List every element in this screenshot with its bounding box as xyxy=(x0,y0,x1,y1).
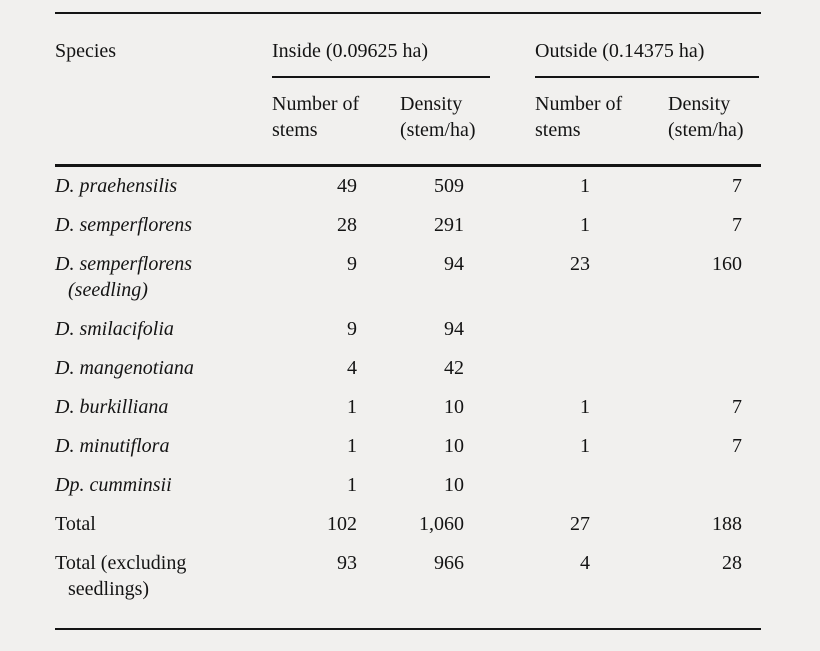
inside-stems-total: 102 xyxy=(327,512,357,535)
species-name: Dp. cumminsii xyxy=(55,473,172,496)
outside-group-rule xyxy=(535,76,759,78)
total-label: Total xyxy=(55,512,96,535)
table-row-total-excluding-seedlings: Total (excluding seedlings) 93 966 4 28 xyxy=(55,544,761,629)
total-excluding-label: Total (excluding seedlings) xyxy=(55,544,272,629)
outside-density-value: 160 xyxy=(712,252,742,275)
inside-stems-value: 28 xyxy=(337,213,357,236)
inside-stems-value: 1 xyxy=(347,434,357,457)
inside-density-value: 509 xyxy=(434,174,464,197)
outside-density-value: 7 xyxy=(732,213,742,236)
inside-stems-value: 9 xyxy=(347,317,357,340)
inside-stems-total-excl: 93 xyxy=(337,551,357,574)
column-header-outside-stems: Number of stems xyxy=(535,78,668,167)
outside-density-value xyxy=(668,466,761,505)
inside-stems-value: 1 xyxy=(347,473,357,496)
species-header-label: Species xyxy=(55,40,117,62)
outside-stems-value: 1 xyxy=(580,213,590,236)
inside-density-value: 94 xyxy=(444,252,464,275)
outside-stems-value: 1 xyxy=(580,434,590,457)
sub-header-row: Number of stems Density (stem/ha) Number… xyxy=(55,78,761,167)
table-row: D. smilacifolia 9 94 xyxy=(55,310,761,349)
species-name-second-line: (seedling) xyxy=(68,278,148,301)
inside-stems-value: 49 xyxy=(337,174,357,197)
inside-density-total-excl: 966 xyxy=(434,551,464,574)
species-name: D. mangenotiana xyxy=(55,356,194,379)
group-header-row: Species Inside (0.09625 ha) Outside (0.1… xyxy=(55,13,761,167)
outside-density-value: 7 xyxy=(732,174,742,197)
column-header-inside-stems: Number of stems xyxy=(272,78,400,167)
inside-density-value: 291 xyxy=(434,213,464,236)
outside-stems-value xyxy=(535,466,668,505)
inside-group-label: Inside (0.09625 ha) xyxy=(272,40,429,62)
inside-density-value: 10 xyxy=(444,434,464,457)
outside-density-value: 7 xyxy=(732,395,742,418)
table-row: D. minutiflora 1 10 1 7 xyxy=(55,427,761,466)
inside-density-total: 1,060 xyxy=(419,512,464,535)
total-excluding-label-second-line: seedlings) xyxy=(68,577,150,600)
species-name: D. burkilliana xyxy=(55,395,169,418)
outside-stems-value: 23 xyxy=(570,252,590,275)
outside-density-value: 7 xyxy=(732,434,742,457)
column-header-outside-density: Density (stem/ha) xyxy=(668,78,761,167)
outside-density-total: 188 xyxy=(712,512,742,535)
inside-group-rule xyxy=(272,76,490,78)
table-row: D. praehensilis 49 509 1 7 xyxy=(55,165,761,206)
species-name: D. semperflorens xyxy=(55,213,193,236)
inside-density-value: 10 xyxy=(444,473,464,496)
species-name: D. praehensilis xyxy=(55,174,178,197)
table-row: D. semperflorens (seedling) 9 94 23 160 xyxy=(55,245,761,310)
species-name: D. smilacifolia xyxy=(55,317,174,340)
outside-stems-total: 27 xyxy=(570,512,590,535)
outside-stems-value: 1 xyxy=(580,395,590,418)
outside-density-value xyxy=(668,349,761,388)
species-name: D. semperflorens (seedling) xyxy=(55,245,272,310)
inside-stems-value: 9 xyxy=(347,252,357,275)
column-header-inside-density: Density (stem/ha) xyxy=(400,78,535,167)
inside-stems-value: 1 xyxy=(347,395,357,418)
column-group-outside: Outside (0.14375 ha) xyxy=(535,13,761,78)
column-header-species: Species xyxy=(55,13,272,167)
inside-density-value: 94 xyxy=(444,317,464,340)
inside-density-value: 10 xyxy=(444,395,464,418)
species-density-table: Species Inside (0.09625 ha) Outside (0.1… xyxy=(55,12,761,630)
outside-stems-total-excl: 4 xyxy=(580,551,590,574)
outside-stems-value: 1 xyxy=(580,174,590,197)
species-name: D. minutiflora xyxy=(55,434,170,457)
column-group-inside: Inside (0.09625 ha) xyxy=(272,13,535,78)
outside-stems-value xyxy=(535,310,668,349)
outside-density-value xyxy=(668,310,761,349)
outside-density-total-excl: 28 xyxy=(722,551,742,574)
table-row-total: Total 102 1,060 27 188 xyxy=(55,505,761,544)
inside-stems-value: 4 xyxy=(347,356,357,379)
table-row: D. burkilliana 1 10 1 7 xyxy=(55,388,761,427)
table-row: Dp. cumminsii 1 10 xyxy=(55,466,761,505)
inside-density-value: 42 xyxy=(444,356,464,379)
table-row: D. semperflorens 28 291 1 7 xyxy=(55,206,761,245)
table-row: D. mangenotiana 4 42 xyxy=(55,349,761,388)
outside-group-label: Outside (0.14375 ha) xyxy=(535,40,705,62)
outside-stems-value xyxy=(535,349,668,388)
